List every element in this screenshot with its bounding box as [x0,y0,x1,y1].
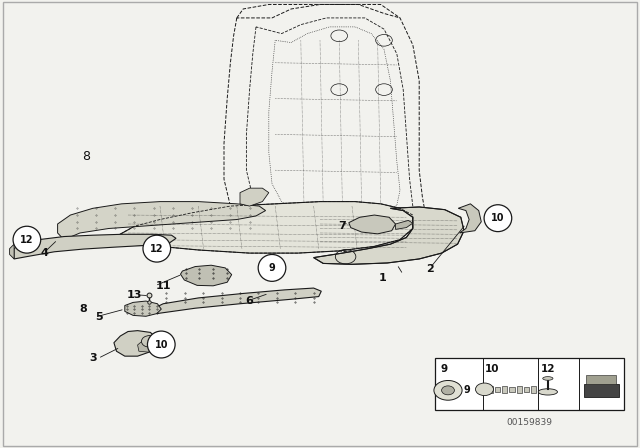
Text: 11: 11 [156,281,171,291]
FancyBboxPatch shape [435,358,624,410]
Ellipse shape [543,377,553,380]
Text: 13: 13 [127,290,142,300]
Text: 3: 3 [89,353,97,363]
Polygon shape [157,288,321,314]
Text: 10: 10 [154,340,168,349]
Text: 12: 12 [20,235,34,245]
Bar [509,387,515,392]
Text: 9: 9 [464,385,471,395]
Ellipse shape [258,254,286,281]
Text: 9: 9 [269,263,275,273]
Circle shape [141,336,158,347]
Bar [516,386,522,393]
Bar [584,383,619,397]
Polygon shape [112,202,413,253]
Bar [488,386,493,393]
Text: 12: 12 [541,364,556,374]
Text: 8: 8 [79,304,87,314]
Polygon shape [314,207,464,264]
Bar [586,375,616,384]
Circle shape [442,386,454,395]
Text: 7: 7 [339,221,346,231]
Ellipse shape [538,389,557,395]
Circle shape [476,383,493,396]
Text: 4: 4 [41,248,49,258]
Text: 12: 12 [150,244,164,254]
Polygon shape [240,188,269,206]
Text: 9: 9 [440,364,447,374]
Bar [531,386,536,393]
Ellipse shape [13,226,41,253]
Polygon shape [138,340,155,352]
Text: 10: 10 [491,213,505,223]
Text: 10: 10 [485,364,500,374]
Text: 8: 8 [83,150,90,164]
Polygon shape [10,244,14,259]
Polygon shape [14,234,176,259]
Polygon shape [349,215,396,234]
Polygon shape [180,265,232,286]
Circle shape [434,380,462,400]
Text: 1: 1 [379,273,387,283]
Ellipse shape [484,205,512,232]
Text: 00159839: 00159839 [507,418,552,427]
Polygon shape [114,331,157,356]
Text: 6: 6 [246,296,253,306]
Polygon shape [396,220,413,229]
Polygon shape [458,204,481,233]
Text: 2: 2 [426,264,434,274]
FancyBboxPatch shape [3,2,637,446]
Ellipse shape [147,331,175,358]
Text: 5: 5 [95,312,103,322]
Bar [524,387,529,392]
Polygon shape [125,301,161,316]
Bar [502,386,508,393]
Polygon shape [58,202,266,240]
Bar [495,387,500,392]
Ellipse shape [143,235,171,262]
